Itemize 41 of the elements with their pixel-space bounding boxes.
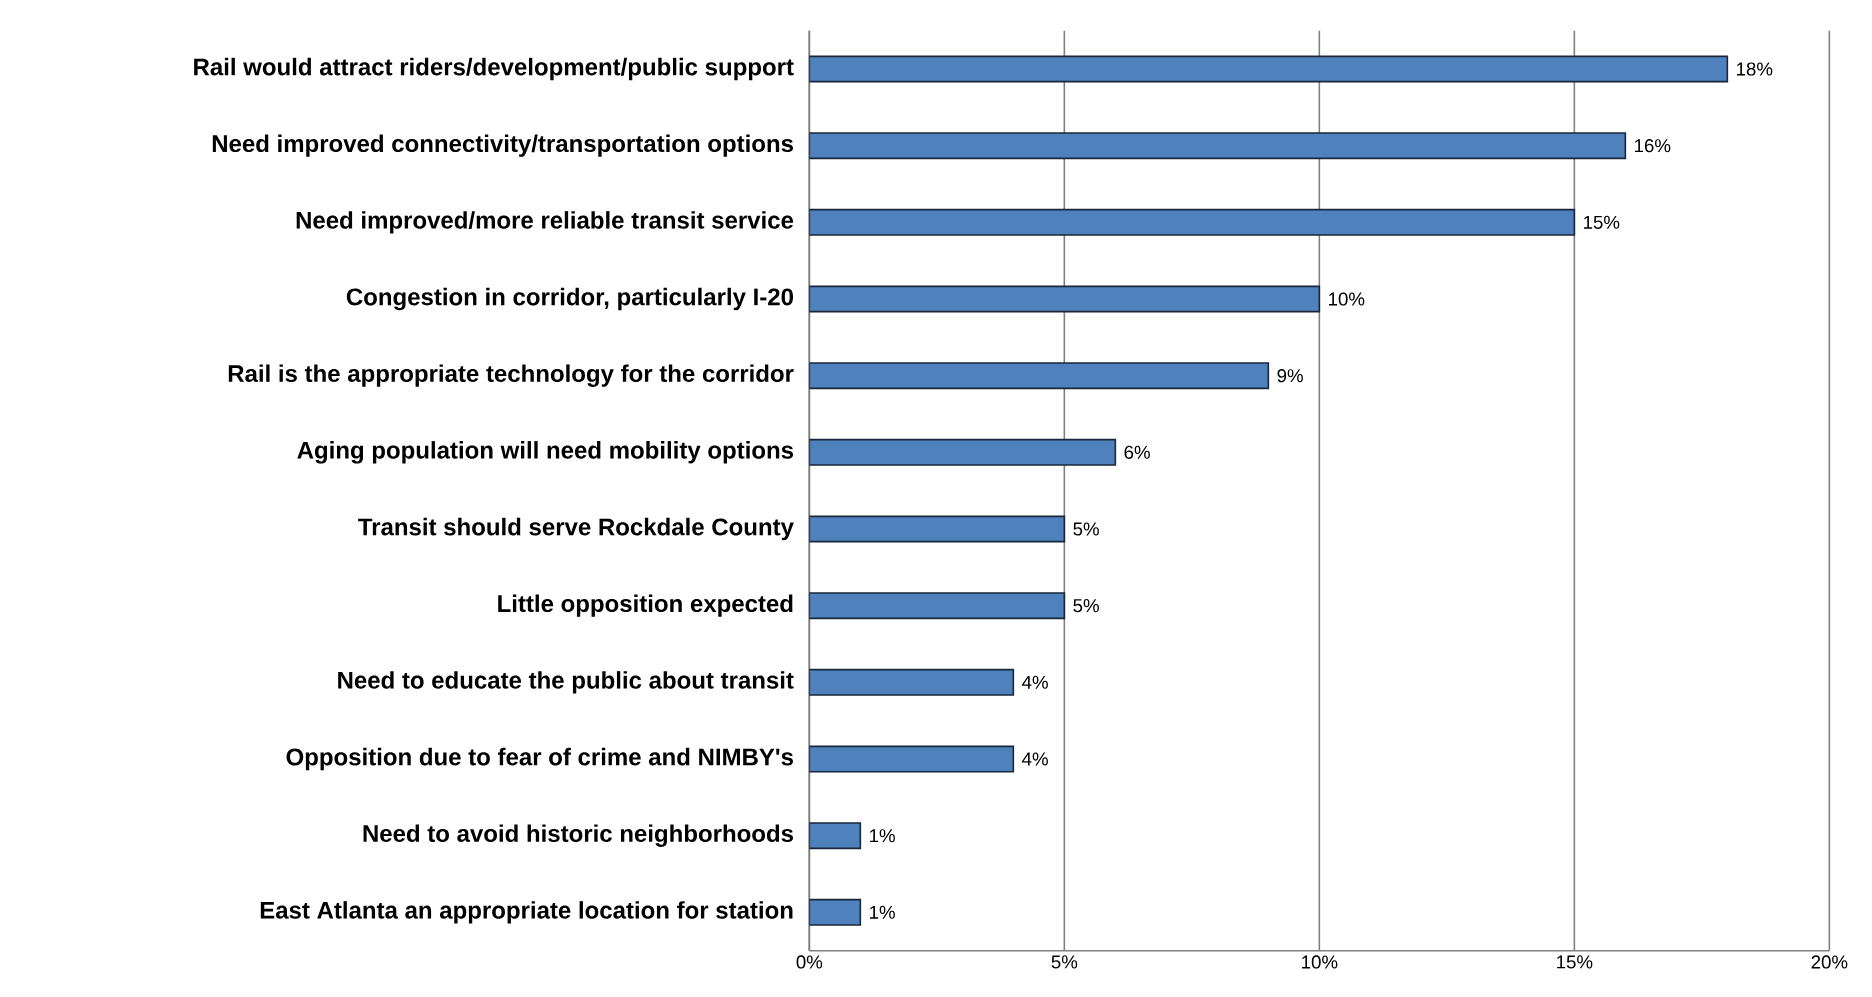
y-tick-label: Need to educate the public about transit	[338, 670, 794, 694]
bar	[809, 898, 862, 926]
bar	[809, 285, 1321, 313]
bar	[809, 55, 1729, 83]
bar	[809, 822, 862, 849]
y-tick-label: Need improved/more reliable transit service	[296, 210, 794, 234]
data-label: 16%	[1635, 138, 1671, 153]
data-label: 5%	[1073, 522, 1099, 536]
bar	[809, 515, 1066, 543]
data-label: 1%	[870, 905, 895, 919]
x-tick-label: 15%	[1557, 955, 1593, 969]
y-tick-label: Aging population will need mobility options	[297, 440, 794, 464]
bar	[809, 362, 1270, 389]
y-tick-label: Congestion in corridor, particularly I-20	[346, 287, 793, 311]
bar	[809, 208, 1576, 236]
x-tick-label: 20%	[1811, 955, 1848, 969]
data-label: 1%	[870, 828, 895, 843]
y-tick-label: Need to avoid historic neighborhoods	[363, 824, 793, 847]
y-tick-label: Opposition due to fear of crime and NIMBY's	[286, 747, 793, 771]
x-tick-label: 10%	[1302, 955, 1338, 969]
y-tick-label: Transit should serve Rockdale County	[358, 517, 794, 541]
data-label: 4%	[1022, 675, 1048, 689]
data-label: 6%	[1124, 445, 1150, 459]
bar	[809, 592, 1066, 619]
data-label: 10%	[1329, 292, 1365, 306]
data-label: 4%	[1022, 752, 1048, 766]
y-tick-label: Rail is the appropriate technology for the corridor	[228, 364, 794, 387]
y-tick-label: East Atlanta an appropriate location for station	[260, 900, 793, 924]
bar	[809, 132, 1627, 159]
bar	[809, 668, 1015, 696]
y-tick-label: Need improved connectivity/transportation options	[212, 134, 793, 157]
y-tick-label: Rail would attract riders/development/public support	[194, 57, 794, 81]
data-label: 9%	[1277, 368, 1303, 383]
x-tick-label: 0%	[796, 955, 823, 969]
data-label: 15%	[1584, 215, 1620, 229]
data-label: 18%	[1737, 62, 1773, 76]
y-tick-label: Little opposition expected	[498, 594, 793, 617]
bar	[809, 745, 1015, 773]
data-label: 5%	[1073, 598, 1099, 613]
x-tick-label: 5%	[1051, 955, 1078, 969]
bar	[809, 438, 1117, 466]
